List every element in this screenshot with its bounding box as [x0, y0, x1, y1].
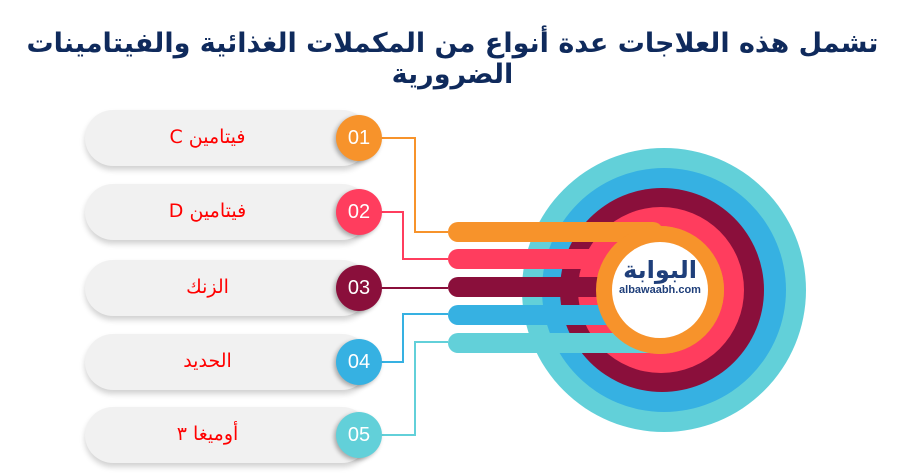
bar-01 [448, 222, 663, 242]
item-label: فيتامين C [169, 126, 246, 148]
list-item-iron: الحديد [85, 334, 370, 390]
item-label: فيتامين D [168, 200, 247, 222]
connector-05 [380, 341, 448, 436]
number-badge-04: 04 [336, 339, 382, 385]
list-item-zinc: الزنك [85, 260, 370, 316]
number-badge-05: 05 [336, 412, 382, 458]
title-line-2: الضرورية [391, 59, 514, 90]
item-label: الزنك [186, 276, 229, 298]
number-badge-02: 02 [336, 189, 382, 235]
title-line-1: تشمل هذه العلاجات عدة أنواع من المكملات … [26, 28, 879, 59]
list-item-omega3: أوميغا ٣ [85, 407, 370, 463]
list-item-vitamin-c: فيتامين C [85, 110, 370, 166]
connector-01 [380, 137, 448, 233]
logo-arabic: البوابة [623, 256, 697, 284]
albawaabh-logo: البوابة albawaabh.com [612, 242, 708, 338]
bar-05 [448, 333, 663, 353]
number-badge-03: 03 [336, 265, 382, 311]
list-item-vitamin-d: فيتامين D [85, 184, 370, 240]
page-title: تشمل هذه العلاجات عدة أنواع من المكملات … [0, 28, 905, 90]
item-label: أوميغا ٣ [176, 423, 239, 445]
number-badge-01: 01 [336, 115, 382, 161]
connector-02 [380, 211, 448, 260]
connector-04 [380, 313, 448, 363]
logo-latin: albawaabh.com [619, 284, 701, 296]
item-label: الحديد [183, 350, 232, 372]
